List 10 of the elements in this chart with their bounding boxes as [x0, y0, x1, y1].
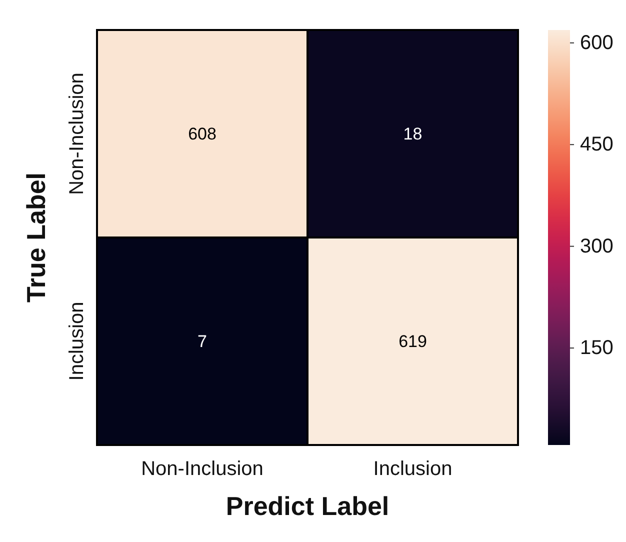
- data-label: 7: [198, 332, 207, 351]
- x-axis-title: Predict Label: [226, 491, 390, 521]
- color-bar-label: 600: [580, 32, 614, 54]
- color-bar-label: 150: [580, 337, 614, 360]
- color-bar-label: 450: [580, 134, 614, 156]
- y-axis-title: True Label: [21, 172, 51, 303]
- data-label: 608: [188, 124, 216, 144]
- data-label: 18: [403, 124, 422, 144]
- color-bar-label: 300: [580, 235, 614, 258]
- data-label: 619: [398, 332, 427, 351]
